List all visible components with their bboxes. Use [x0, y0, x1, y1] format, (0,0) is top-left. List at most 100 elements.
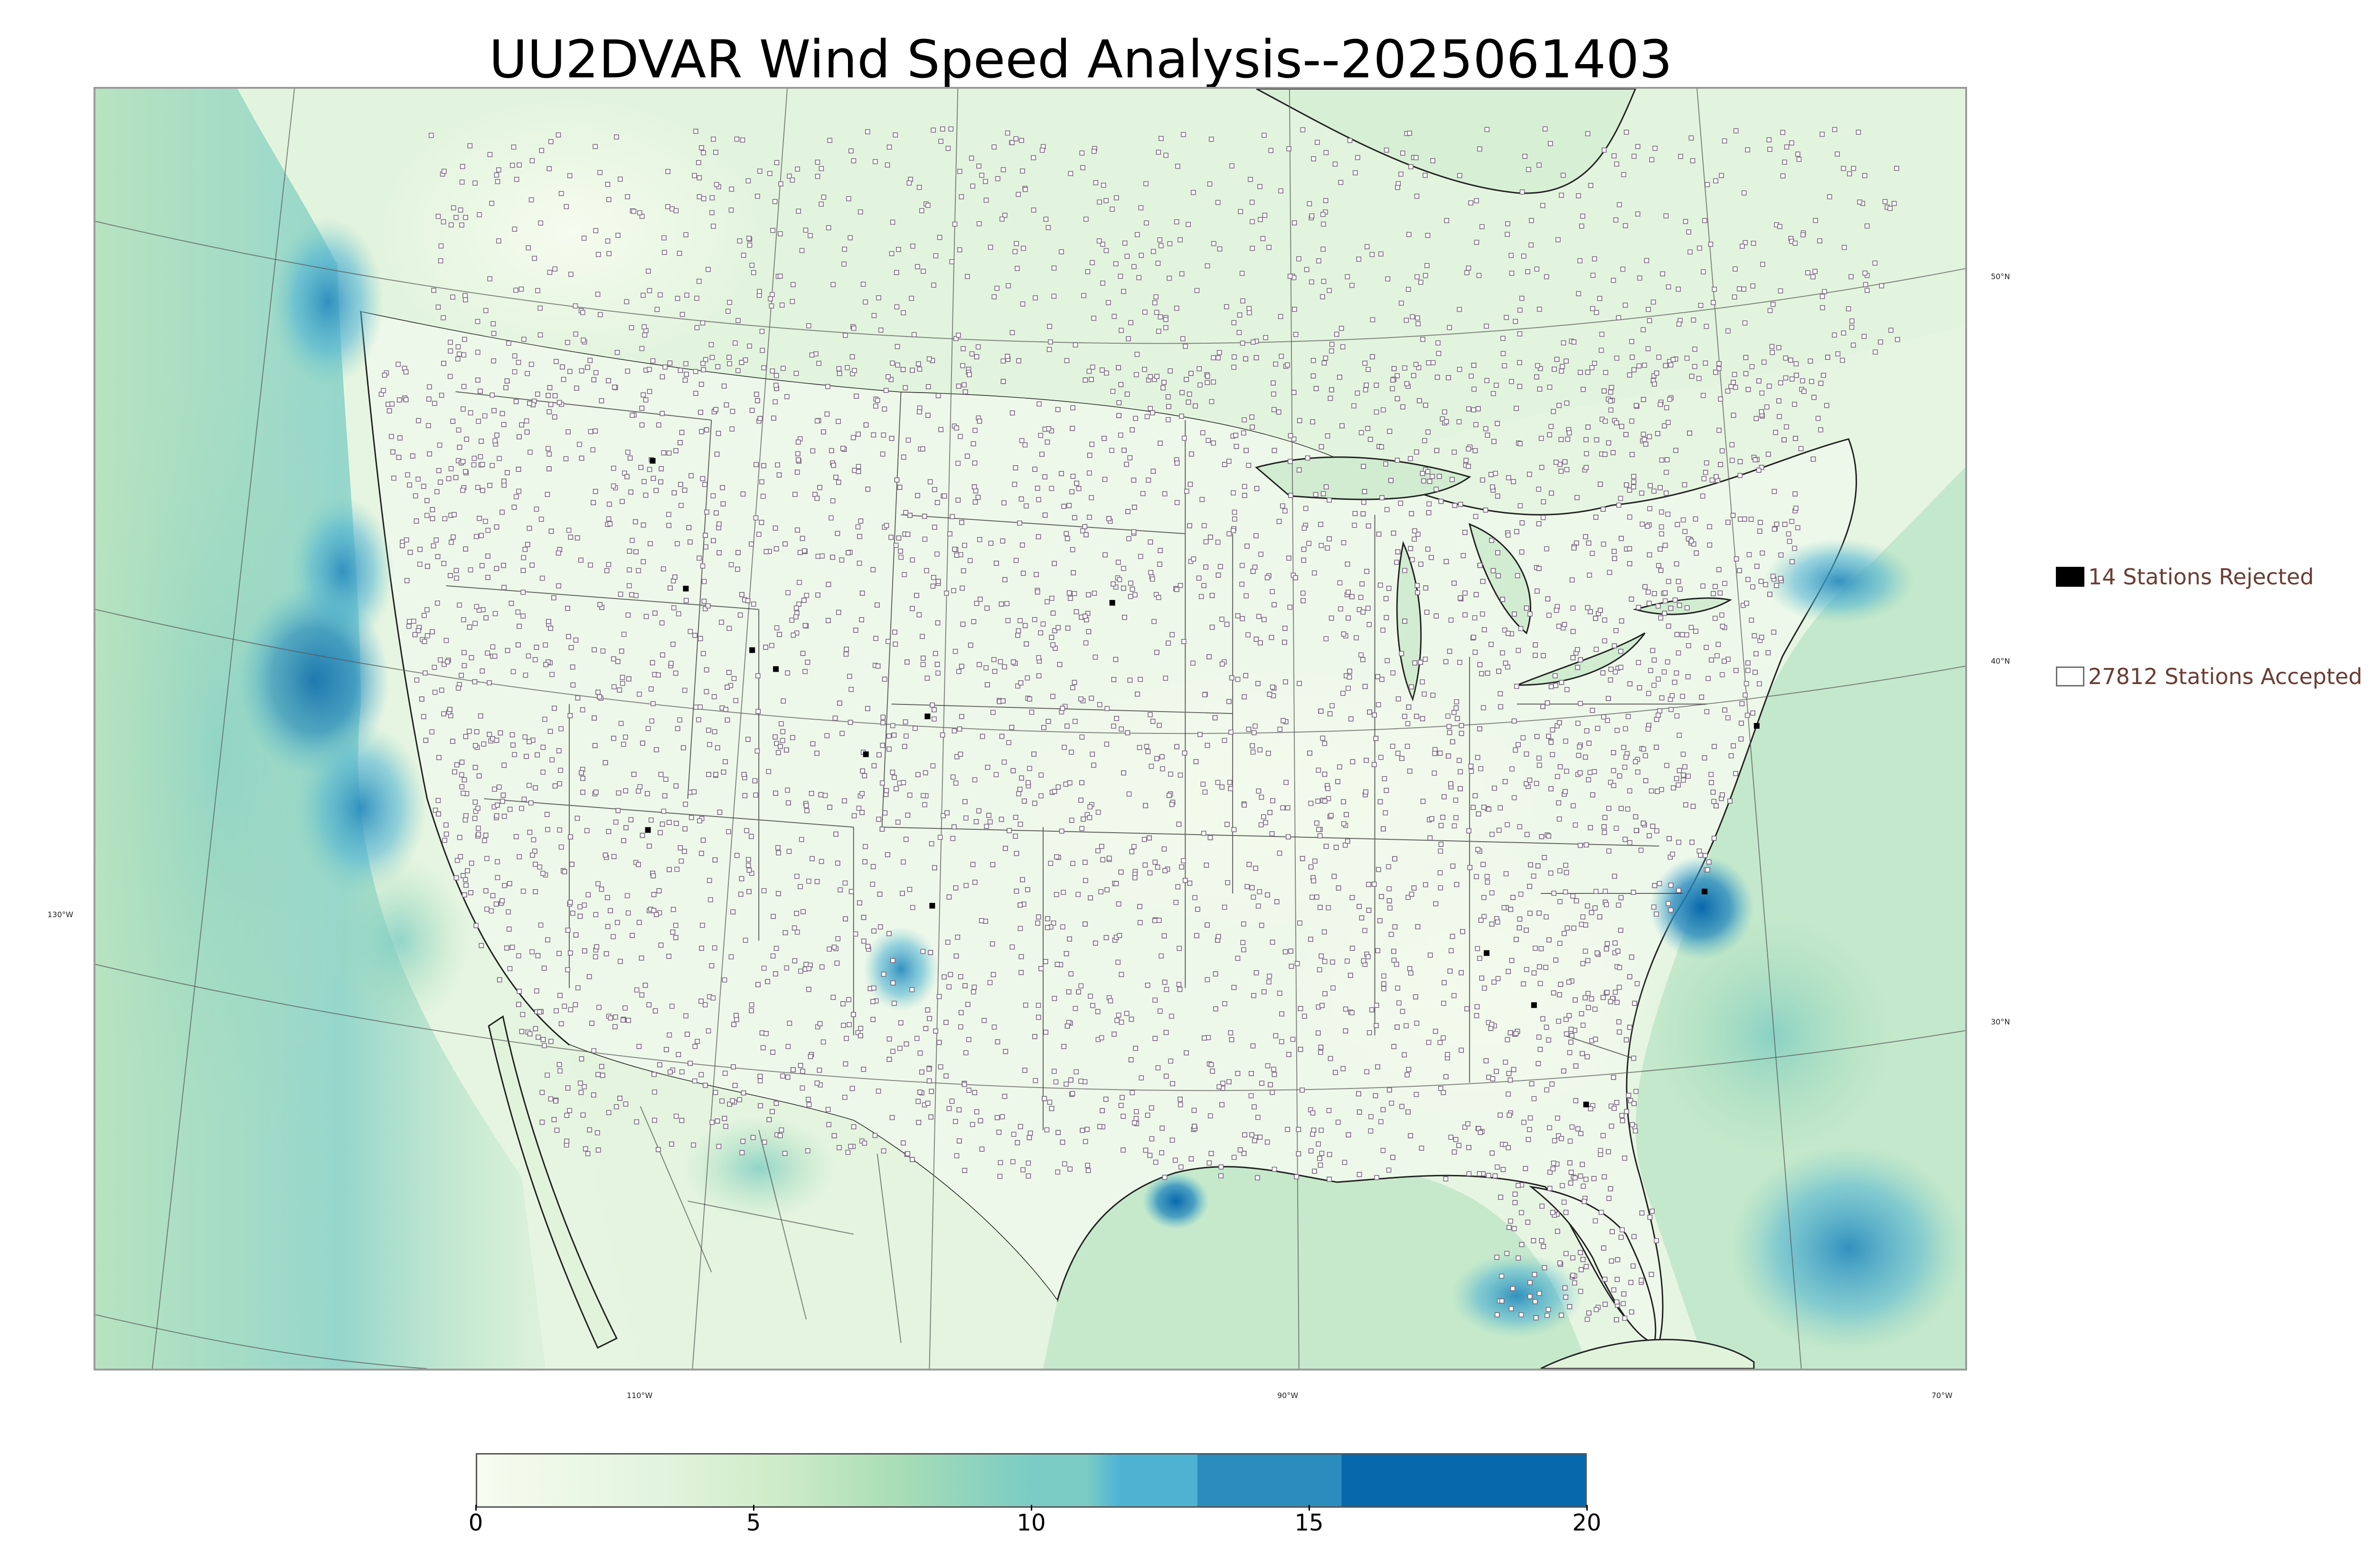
station-marker [1064, 358, 1070, 363]
station-marker [1546, 1037, 1551, 1043]
station-marker [1181, 639, 1187, 644]
station-marker [566, 634, 571, 639]
station-marker [999, 1114, 1005, 1119]
station-marker [636, 1044, 642, 1049]
station-marker [1622, 764, 1628, 770]
station-marker [1150, 410, 1155, 415]
station-marker [1578, 1288, 1583, 1294]
station-marker [904, 733, 909, 739]
station-marker [595, 881, 601, 887]
station-marker [621, 838, 626, 844]
station-marker [838, 887, 843, 892]
station-marker [1059, 828, 1065, 834]
cuba [1540, 1339, 1755, 1369]
station-marker [972, 428, 978, 433]
station-marker [1269, 635, 1274, 640]
station-marker [1026, 780, 1031, 786]
station-marker [1518, 626, 1524, 631]
station-marker [1677, 602, 1682, 608]
station-marker [1340, 691, 1346, 696]
station-marker [905, 437, 911, 443]
station-marker [1386, 586, 1392, 591]
station-marker [1049, 595, 1055, 601]
station-marker [454, 858, 460, 863]
station-marker [1149, 576, 1155, 582]
station-marker [493, 901, 499, 907]
station-marker [688, 473, 694, 479]
station-marker [1335, 1119, 1341, 1125]
station-marker [1448, 617, 1454, 623]
station-marker [1682, 764, 1687, 770]
station-marker [566, 527, 572, 533]
station-marker [1314, 894, 1319, 900]
station-marker [910, 905, 915, 911]
station-marker [1503, 871, 1509, 876]
station-marker [877, 924, 883, 930]
station-marker [1700, 393, 1706, 398]
station-marker [1593, 647, 1599, 652]
station-marker [709, 355, 715, 360]
station-marker [1053, 1079, 1059, 1085]
station-marker [1226, 531, 1232, 536]
station-marker [1310, 1110, 1316, 1116]
station-marker [684, 372, 689, 377]
station-marker [1457, 659, 1462, 665]
station-marker [1766, 451, 1771, 457]
station-marker [411, 619, 416, 624]
station-marker [1784, 424, 1789, 430]
station-marker [587, 357, 593, 363]
station-marker [520, 889, 526, 894]
station-marker [492, 653, 498, 659]
station-marker [1676, 888, 1681, 893]
station-marker [1138, 554, 1143, 559]
wind-speed-map[interactable] [95, 89, 1965, 1369]
station-marker [542, 716, 547, 722]
station-marker [1568, 1026, 1574, 1032]
station-marker [620, 681, 625, 686]
map-panel[interactable] [94, 87, 1967, 1371]
station-marker [584, 828, 590, 834]
station-marker [1014, 888, 1019, 894]
station-marker [462, 817, 468, 823]
station-marker [784, 965, 790, 971]
station-marker [1546, 833, 1552, 839]
station-marker [1680, 694, 1685, 699]
station-marker [1217, 564, 1223, 569]
station-marker [1420, 679, 1425, 685]
station-marker [1557, 899, 1563, 904]
station-marker [1659, 787, 1664, 792]
station-marker [1750, 710, 1755, 716]
station-marker [489, 908, 494, 914]
station-marker [941, 813, 946, 818]
station-marker [485, 650, 490, 656]
station-marker [1190, 660, 1196, 666]
station-marker [523, 672, 528, 678]
station-marker [814, 418, 820, 424]
station-marker [1466, 1171, 1472, 1176]
station-marker [545, 492, 550, 497]
station-marker [1362, 928, 1367, 933]
station-marker [1788, 357, 1793, 363]
station-marker [1616, 985, 1622, 990]
station-marker [1719, 672, 1725, 677]
station-marker [1517, 824, 1523, 829]
station-marker [1074, 1069, 1079, 1075]
station-marker [1035, 486, 1040, 491]
graticule-40n [95, 609, 1965, 734]
station-marker [1359, 915, 1365, 920]
station-marker [1253, 970, 1259, 976]
station-marker [1425, 469, 1431, 474]
station-marker [1480, 611, 1485, 617]
station-marker [1722, 581, 1727, 586]
station-marker [627, 455, 633, 461]
station-marker [484, 906, 490, 912]
station-marker [495, 859, 500, 864]
station-marker [443, 638, 449, 643]
station-marker [1495, 976, 1501, 981]
station-marker [623, 1101, 629, 1107]
station-marker [1142, 862, 1148, 868]
station-marker [729, 426, 735, 432]
station-marker [1054, 854, 1059, 860]
mexico-land [569, 1045, 1057, 1369]
station-marker [1645, 524, 1650, 529]
